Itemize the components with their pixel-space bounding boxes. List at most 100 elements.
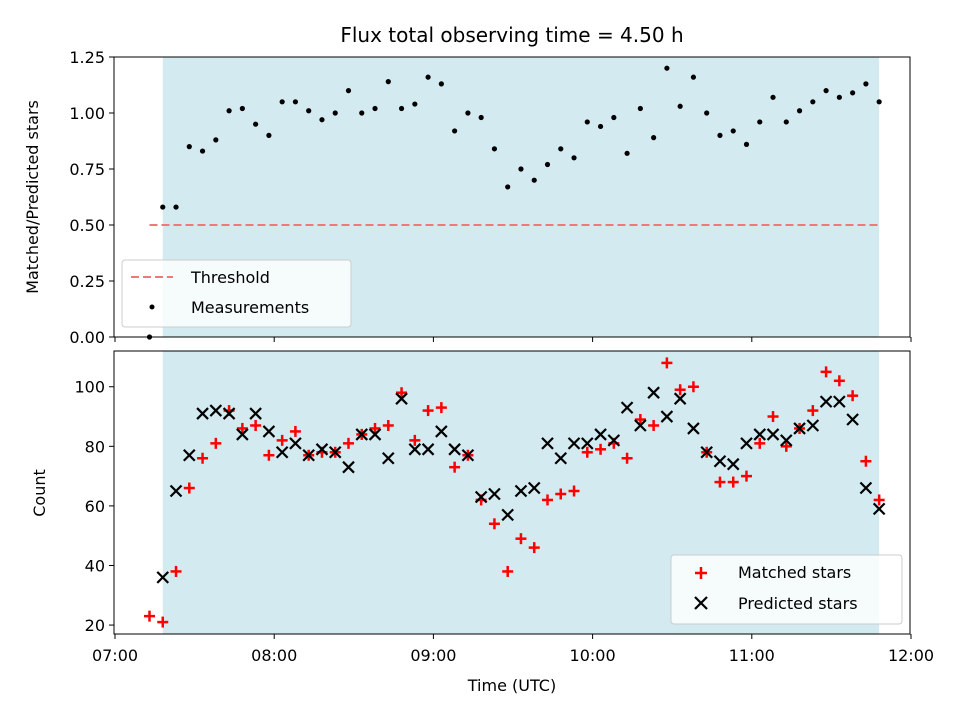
matched-star-point (210, 437, 222, 449)
matched-star-point (276, 434, 288, 446)
predicted-star-point (527, 481, 541, 495)
matched-star-point (661, 357, 673, 369)
measurement-point (491, 146, 498, 152)
matched-star-point (515, 533, 527, 545)
measurement-point (385, 79, 391, 85)
matched-star-point (488, 518, 500, 530)
predicted-star-point (183, 448, 196, 462)
matched-star-point (263, 449, 275, 461)
bottom-x-tick-label: 10:00 (570, 646, 616, 665)
measurement-point (558, 146, 564, 152)
measurements-legend-label: Measurements (191, 298, 309, 317)
bottom-x-tick-label: 11:00 (729, 646, 775, 665)
predicted-star-point (554, 451, 568, 465)
measurement-point (876, 99, 882, 105)
measurement-point (544, 161, 551, 168)
measurement-point (704, 110, 710, 116)
predicted-star-point (819, 395, 833, 408)
top-axes-frame (113, 56, 911, 338)
measurement-point (810, 99, 816, 105)
predicted-legend-swatch (694, 596, 708, 610)
bottom-legend-box (670, 554, 903, 625)
bottom-panel: 20 40 60 80 100 07:00 08:00 09:00 10:00 11:00 12:… (30, 350, 934, 695)
top-y-tick-label: 1.25 (69, 48, 105, 67)
matched-star-point (860, 455, 872, 467)
predicted-star-point (514, 484, 528, 498)
measurement-point (651, 135, 657, 141)
measurement-point (531, 177, 537, 183)
matched-star-point (502, 565, 514, 577)
measurement-point (677, 103, 683, 109)
matched-star-point (342, 437, 354, 449)
matched-star-point (183, 482, 195, 494)
predicted-star-point (607, 434, 621, 447)
measurement-point (611, 114, 617, 121)
matched-star-point (528, 542, 540, 554)
predicted-star-point (435, 425, 448, 438)
measurement-point (226, 108, 232, 114)
predicted-star-point (833, 395, 846, 408)
matched-star-point (157, 616, 169, 628)
matched-star-point (449, 461, 461, 473)
predicted-star-point (315, 443, 329, 456)
matched-star-point (289, 425, 301, 437)
measurement-point (637, 105, 643, 112)
predicted-star-point (408, 443, 422, 456)
predicted-star-point (249, 407, 262, 420)
matched-star-point (170, 565, 182, 577)
predicted-star-point (342, 460, 355, 474)
predicted-star-point (275, 446, 289, 459)
measurement-point (412, 101, 418, 107)
predicted-star-point (196, 407, 209, 420)
measurement-point (743, 141, 750, 147)
measurement-point (465, 110, 471, 116)
predicted-star-point (753, 428, 767, 441)
predicted-star-point (581, 437, 594, 450)
measurement-point (850, 90, 856, 96)
matched-star-point (568, 485, 580, 497)
predicted-star-point (222, 407, 236, 420)
predicted-star-point (647, 386, 660, 399)
top-y-ticks: 0.00 0.25 0.50 0.75 1.00 1.25 (69, 48, 114, 347)
measurement-point (757, 119, 763, 125)
top-y-tick-label: 0.25 (69, 272, 105, 291)
measurement-point (571, 155, 577, 161)
predicted-legend-label: Predicted stars (738, 594, 858, 613)
predicted-star-point (859, 481, 873, 495)
predicted-star-point (488, 487, 501, 501)
predicted-star-point (634, 419, 647, 432)
measurement-point (690, 74, 697, 80)
matched-star-point (648, 419, 660, 431)
predicted-star-point (448, 443, 461, 456)
top-legend: Threshold Measurements (121, 259, 352, 328)
predicted-star-point (156, 571, 170, 584)
measurement-point (452, 128, 458, 134)
measurement-point (186, 144, 192, 150)
measurement-point (213, 137, 219, 143)
measurement-point (160, 204, 166, 210)
predicted-star-point (872, 502, 886, 516)
measurement-point (836, 94, 842, 100)
predicted-star-point (700, 446, 713, 459)
predicted-star-point (713, 454, 727, 468)
matched-star-point (595, 443, 607, 455)
matched-star-point (847, 390, 859, 402)
bottom-x-tick-label: 12:00 (888, 646, 934, 665)
predicted-star-point (328, 446, 342, 459)
predicted-star-point (687, 422, 700, 435)
bottom-y-tick-label: 60 (85, 497, 105, 516)
predicted-star-point (501, 508, 514, 522)
predicted-star-point (594, 428, 607, 441)
measurement-point (173, 204, 179, 210)
top-y-axis-label: Matched/Predicted stars (23, 100, 42, 294)
predicted-star-point (766, 428, 780, 441)
measurement-point (505, 184, 511, 190)
matched-star-point (820, 366, 832, 378)
matched-star-point (541, 494, 553, 506)
measurement-point (359, 110, 365, 116)
predicted-star-point (567, 437, 581, 450)
measurement-point (478, 114, 484, 121)
bottom-x-tick-label: 09:00 (410, 646, 456, 665)
top-y-tick-label: 0.00 (69, 328, 105, 347)
